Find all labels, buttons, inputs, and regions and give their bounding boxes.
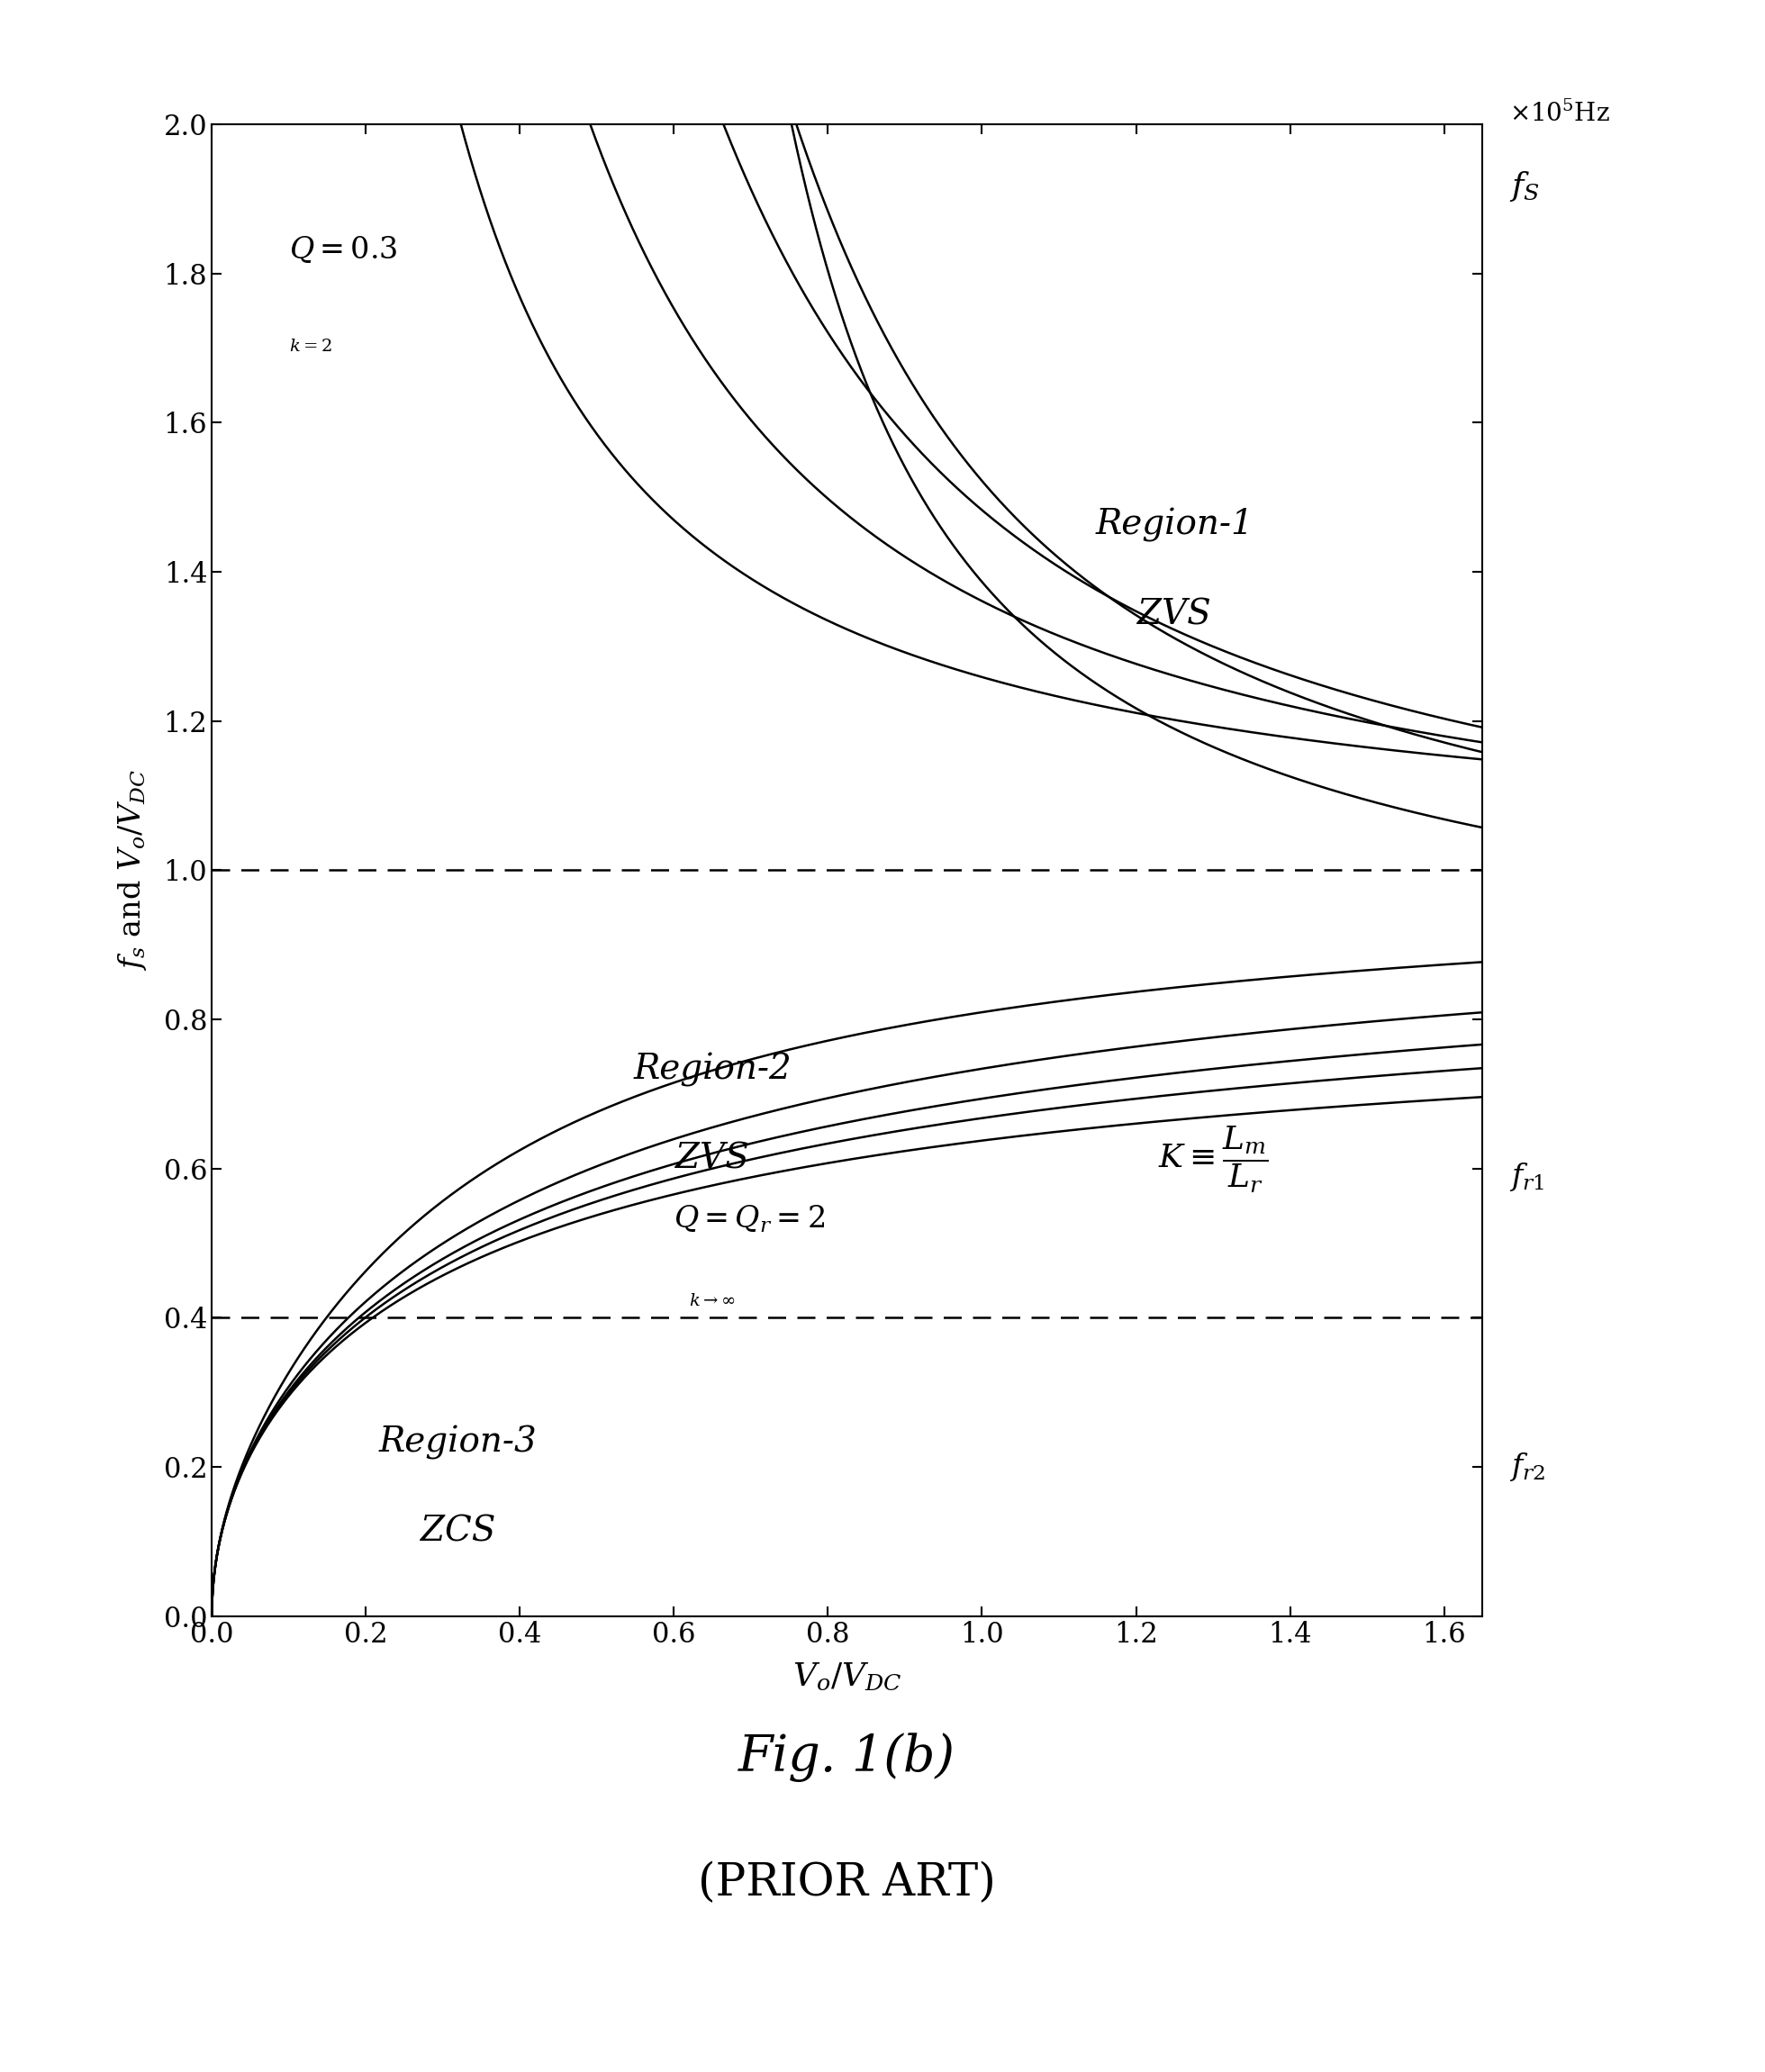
Text: $f_{r2}$: $f_{r2}$ <box>1509 1450 1544 1484</box>
Text: Region-2: Region-2 <box>634 1053 791 1086</box>
Text: $Q=Q_r=2$: $Q=Q_r=2$ <box>674 1204 826 1235</box>
Text: ZCS: ZCS <box>420 1515 496 1548</box>
X-axis label: $V_o/V_{DC}$: $V_o/V_{DC}$ <box>792 1662 902 1693</box>
Text: $_{k=2}$: $_{k=2}$ <box>289 329 332 354</box>
Text: Region-1: Region-1 <box>1096 508 1253 543</box>
Text: $K \equiv \dfrac{L_m}{L_r}$: $K \equiv \dfrac{L_m}{L_r}$ <box>1158 1125 1267 1196</box>
Text: $f_S$: $f_S$ <box>1509 170 1539 203</box>
Text: ZVS: ZVS <box>1138 599 1211 632</box>
Text: (PRIOR ART): (PRIOR ART) <box>699 1861 995 1906</box>
Text: Fig. 1(b): Fig. 1(b) <box>740 1732 955 1782</box>
Text: $Q = 0.3$: $Q = 0.3$ <box>289 234 397 265</box>
Y-axis label: $f_s$ and $V_o/V_{DC}$: $f_s$ and $V_o/V_{DC}$ <box>116 769 148 972</box>
Text: $\times 10^5\mathrm{Hz}$: $\times 10^5\mathrm{Hz}$ <box>1509 102 1610 126</box>
Text: $_{k\rightarrow\infty}$: $_{k\rightarrow\infty}$ <box>690 1285 736 1310</box>
Text: Region-3: Region-3 <box>379 1426 537 1459</box>
Text: $f_{r1}$: $f_{r1}$ <box>1509 1160 1544 1193</box>
Text: ZVS: ZVS <box>676 1142 748 1175</box>
